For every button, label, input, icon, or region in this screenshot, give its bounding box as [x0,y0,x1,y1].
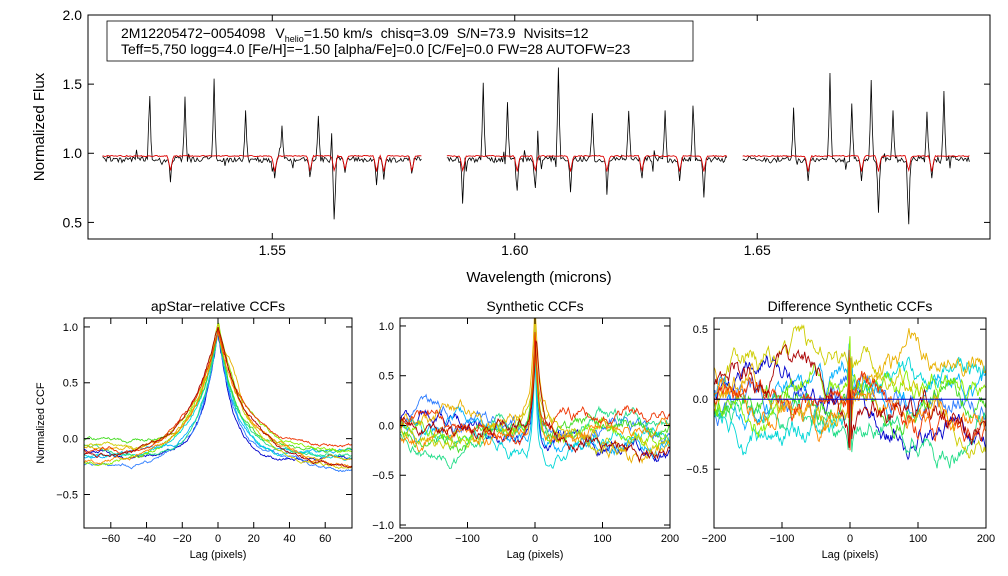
info-line-2: Teff=5,750 logg=4.0 [Fe/H]=−1.50 [alpha/… [121,41,630,57]
v-helio-label: V [275,25,285,41]
apstar_ccf-series-9 [84,329,352,461]
difference_ccf-xtick-label: −200 [702,533,727,545]
apstar-ccf-ticks: −60 −40 −20 0 20 40 60 −0.5 0.0 0.5 1.0 [56,318,352,545]
synthetic_ccf-ytick-label: 0.5 [379,371,394,383]
difference_ccf-ytick-label: 0.5 [693,324,708,336]
apstar-ccf-axes-frame [83,317,353,529]
apstar_ccf-series-7 [84,321,352,467]
chisq-value: chisq=3.09 [381,25,449,41]
info-box-frame [106,20,694,62]
difference_ccf-xtick-label: 200 [977,533,995,545]
difference_ccf-ytick-label: −0.5 [686,464,708,476]
synthetic_ccf-xtick-label: −100 [455,533,480,545]
apstar-ccf-xlabel: Lag (pixels) [190,549,247,561]
spectrum-xtick-label: 1.60 [501,242,528,258]
difference_ccf-xtick-label: 100 [909,533,927,545]
snr-value: S/N=73.9 [457,25,516,41]
apstar_ccf-series-5 [84,331,352,458]
difference-ccf-xlabel: Lag (pixels) [822,549,879,561]
synthetic-ccf-title: Synthetic CCFs [486,298,583,314]
apstar_ccf-xtick-label: −60 [101,533,120,545]
synthetic_ccf-ytick-label: −0.5 [372,470,394,482]
spectrum-xlabel: Wavelength (microns) [466,269,611,286]
spectrum-panel: 1.55 1.60 1.65 0.5 1.0 1.5 2.0 Wavelength (mic… [31,7,991,286]
model-spectrum-chip-3 [742,154,970,173]
difference-ccf-title: Difference Synthetic CCFs [768,298,933,314]
apstar_ccf-xtick-label: −20 [173,533,192,545]
apstar_ccf-series-12 [84,326,352,468]
apstar-ccf-ylabel: Normalized CCF [35,382,47,464]
synthetic-ccf-xlabel: Lag (pixels) [507,549,564,561]
synthetic_ccf-series-12 [400,340,670,463]
difference-ccf-panel: −200 −100 0 100 200 −0.5 0.0 0.5 Difference Syn… [686,298,995,561]
difference_ccf-series-7 [714,336,986,438]
difference-ccf-ticks: −200 −100 0 100 200 −0.5 0.0 0.5 [686,318,995,545]
synthetic_ccf-ytick-label: 0.0 [379,420,394,432]
v-helio-subscript: helio [285,34,304,44]
apstar_ccf-xtick-label: 60 [319,533,331,545]
spectrum-xtick-label: 1.65 [744,242,771,258]
star-id: 2M12205472−0054098 [121,25,266,41]
apstar_ccf-series-1 [84,332,352,463]
spectrum-ylabel: Normalized Flux [31,72,48,181]
synthetic_ccf-xtick-label: 100 [593,533,611,545]
apstar-ccf-title: apStar−relative CCFs [151,298,285,314]
difference_ccf-ytick-label: 0.0 [693,394,708,406]
apstar_ccf-series-11 [84,329,352,455]
apstar_ccf-series-8 [84,322,352,470]
difference_ccf-xtick-label: −100 [770,533,795,545]
synthetic_ccf-ytick-label: 1.0 [379,321,394,333]
synthetic_ccf-series-11 [400,331,670,446]
spectrum-xtick-label: 1.55 [259,242,286,258]
synthetic_ccf-xtick-label: 0 [532,533,538,545]
spectrum-ytick-label: 0.5 [63,214,83,230]
spectrum-ticks: 1.55 1.60 1.65 0.5 1.0 1.5 2.0 [63,7,990,258]
spectrum-axes-frame [87,14,991,240]
apstar_ccf-series-2 [84,330,352,473]
apstar-ccf-panel: −60 −40 −20 0 20 40 60 −0.5 0.0 0.5 1.0 apStar−rel… [35,298,353,561]
apstar_ccf-series-6 [84,328,352,454]
info-line-1: 2M12205472−0054098 Vhelio=1.50 km/s chisq=… [121,25,589,44]
difference_ccf-series-10 [714,357,986,443]
difference-ccf-plot-area [714,324,986,469]
apstar_ccf-ytick-label: −0.5 [56,489,78,501]
apstar_ccf-xtick-label: 0 [215,533,221,545]
apstar_ccf-series-3 [84,329,352,459]
synthetic_ccf-xtick-label: 200 [661,533,679,545]
info-box: 2M12205472−0054098 Vhelio=1.50 km/s chisq=… [106,20,694,62]
synthetic_ccf-ytick-label: −1.0 [372,520,394,532]
synthetic-ccf-plot-area [400,318,670,469]
apstar_ccf-ytick-label: 1.0 [63,322,78,334]
spectrum-ytick-label: 1.0 [63,145,83,161]
spectrum-plot-area [102,67,970,225]
synthetic_ccf-xtick-label: −200 [388,533,413,545]
apstar_ccf-xtick-label: 40 [283,533,295,545]
spectrum-ytick-label: 1.5 [63,76,83,92]
difference_ccf-xtick-label: 0 [847,533,853,545]
observed-spectrum-chip-2 [446,67,728,204]
spectrum-ytick-label: 2.0 [63,7,83,23]
apstar-ccf-plot-area [84,321,352,473]
observed-spectrum-chip-3 [742,73,970,225]
synthetic-ccf-ticks: −200 −100 0 100 200 −1.0 −0.5 0.0 0.5 1.0 [372,318,679,545]
observed-spectrum-chip-1 [102,78,422,220]
apstar_ccf-series-4 [84,328,352,461]
difference_ccf-series-12 [714,343,986,448]
apstar_ccf-xtick-label: −40 [137,533,156,545]
apstar_ccf-ytick-label: 0.5 [63,378,78,390]
apstar_ccf-xtick-label: 20 [248,533,260,545]
model-spectrum-chip-2 [446,154,728,173]
synthetic-ccf-panel: −200 −100 0 100 200 −1.0 −0.5 0.0 0.5 1.0 Synthet… [372,298,679,561]
nvisits-value: Nvisits=12 [524,25,589,41]
v-helio-value: =1.50 km/s [304,25,373,41]
model-spectrum-chip-1 [102,154,422,173]
apstar_ccf-ytick-label: 0.0 [63,433,78,445]
